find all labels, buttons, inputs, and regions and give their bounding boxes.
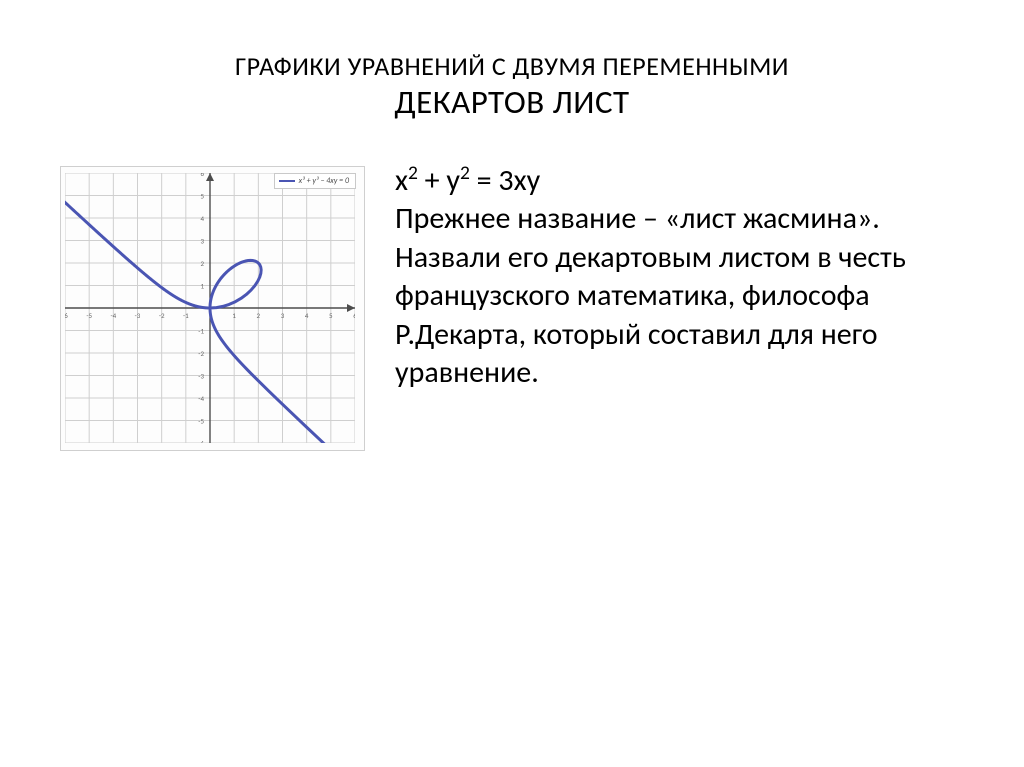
folium-svg: -6 -5 -4 -3 -2 -1 1 2 3 4 5 6 1 2 3 4 5 6 -1 -2 -3 -4 -5 -6 [65,173,355,443]
legend-label: x³ + y³ − 4xy = 0 [299,176,349,186]
chart-legend: x³ + y³ − 4xy = 0 [274,173,356,189]
folium-chart: x³ + y³ − 4xy = 0 -6 -5 -4 -3 -2 -1 1 2 3 4 5 6 1 2 3 4… [60,166,365,451]
svg-text:-4: -4 [198,394,204,403]
svg-text:2: 2 [257,311,261,320]
svg-text:-5: -5 [198,417,204,426]
svg-text:-4: -4 [110,311,116,320]
svg-text:5: 5 [329,311,333,320]
svg-text:6: 6 [353,311,355,320]
svg-text:-6: -6 [65,311,68,320]
svg-text:4: 4 [305,311,309,320]
equation: x2 + y2 = 3xy [395,162,964,200]
svg-text:-5: -5 [86,311,92,320]
slide-subtitle: ГРАФИКИ УРАВНЕНИЙ С ДВУМЯ ПЕРЕМЕННЫМИ [60,50,964,82]
svg-text:-6: -6 [198,439,204,443]
content-row: x³ + y³ − 4xy = 0 -6 -5 -4 -3 -2 -1 1 2 3 4 5 6 1 2 3 4… [60,162,964,451]
svg-text:-2: -2 [198,349,204,358]
svg-text:3: 3 [200,237,204,246]
svg-text:4: 4 [200,214,204,223]
svg-text:2: 2 [200,259,204,268]
svg-text:3: 3 [281,311,285,320]
text-column: x2 + y2 = 3xy Прежнее название – «лист ж… [395,162,964,392]
svg-text:6: 6 [200,173,204,178]
slide-title: ДЕКАРТОВ ЛИСТ [60,82,964,122]
svg-text:1: 1 [200,282,204,291]
title-block: ГРАФИКИ УРАВНЕНИЙ С ДВУМЯ ПЕРЕМЕННЫМИ ДЕ… [60,50,964,122]
body-text: Прежнее название – «лист жасмина». Назва… [395,200,964,392]
legend-swatch [279,180,295,182]
slide: ГРАФИКИ УРАВНЕНИЙ С ДВУМЯ ПЕРЕМЕННЫМИ ДЕ… [0,0,1024,767]
svg-text:-3: -3 [198,372,204,381]
svg-text:5: 5 [200,192,204,201]
svg-text:-1: -1 [198,327,204,336]
svg-text:-1: -1 [183,311,189,320]
svg-text:1: 1 [232,311,236,320]
svg-text:-3: -3 [135,311,141,320]
svg-text:-2: -2 [159,311,165,320]
chart-column: x³ + y³ − 4xy = 0 -6 -5 -4 -3 -2 -1 1 2 3 4 5 6 1 2 3 4… [60,166,365,451]
